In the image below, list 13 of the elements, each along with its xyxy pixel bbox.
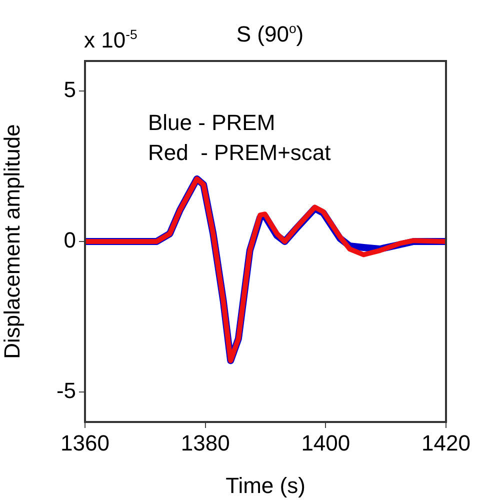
chart-title: S (90$^{o}$) [236,21,304,46]
x-axis-title: Time (s) [226,472,306,498]
annotation: Blue - PREM [148,110,276,135]
text: x 10$^{-5}$ [84,27,138,52]
y-tick-label: 0 [64,228,76,253]
x-tick-label: 1420 [422,430,470,456]
y-axis-title: Displacement amplitude [0,124,24,359]
y-tick-label: 5 [64,77,76,102]
y-tick-label: -5 [56,378,76,403]
annotation: Red - PREM+scat [148,140,331,165]
x-tick-label: 1360 [60,430,110,456]
x-tick-label: 1400 [301,430,350,456]
x-tick-label: 1380 [180,430,230,456]
